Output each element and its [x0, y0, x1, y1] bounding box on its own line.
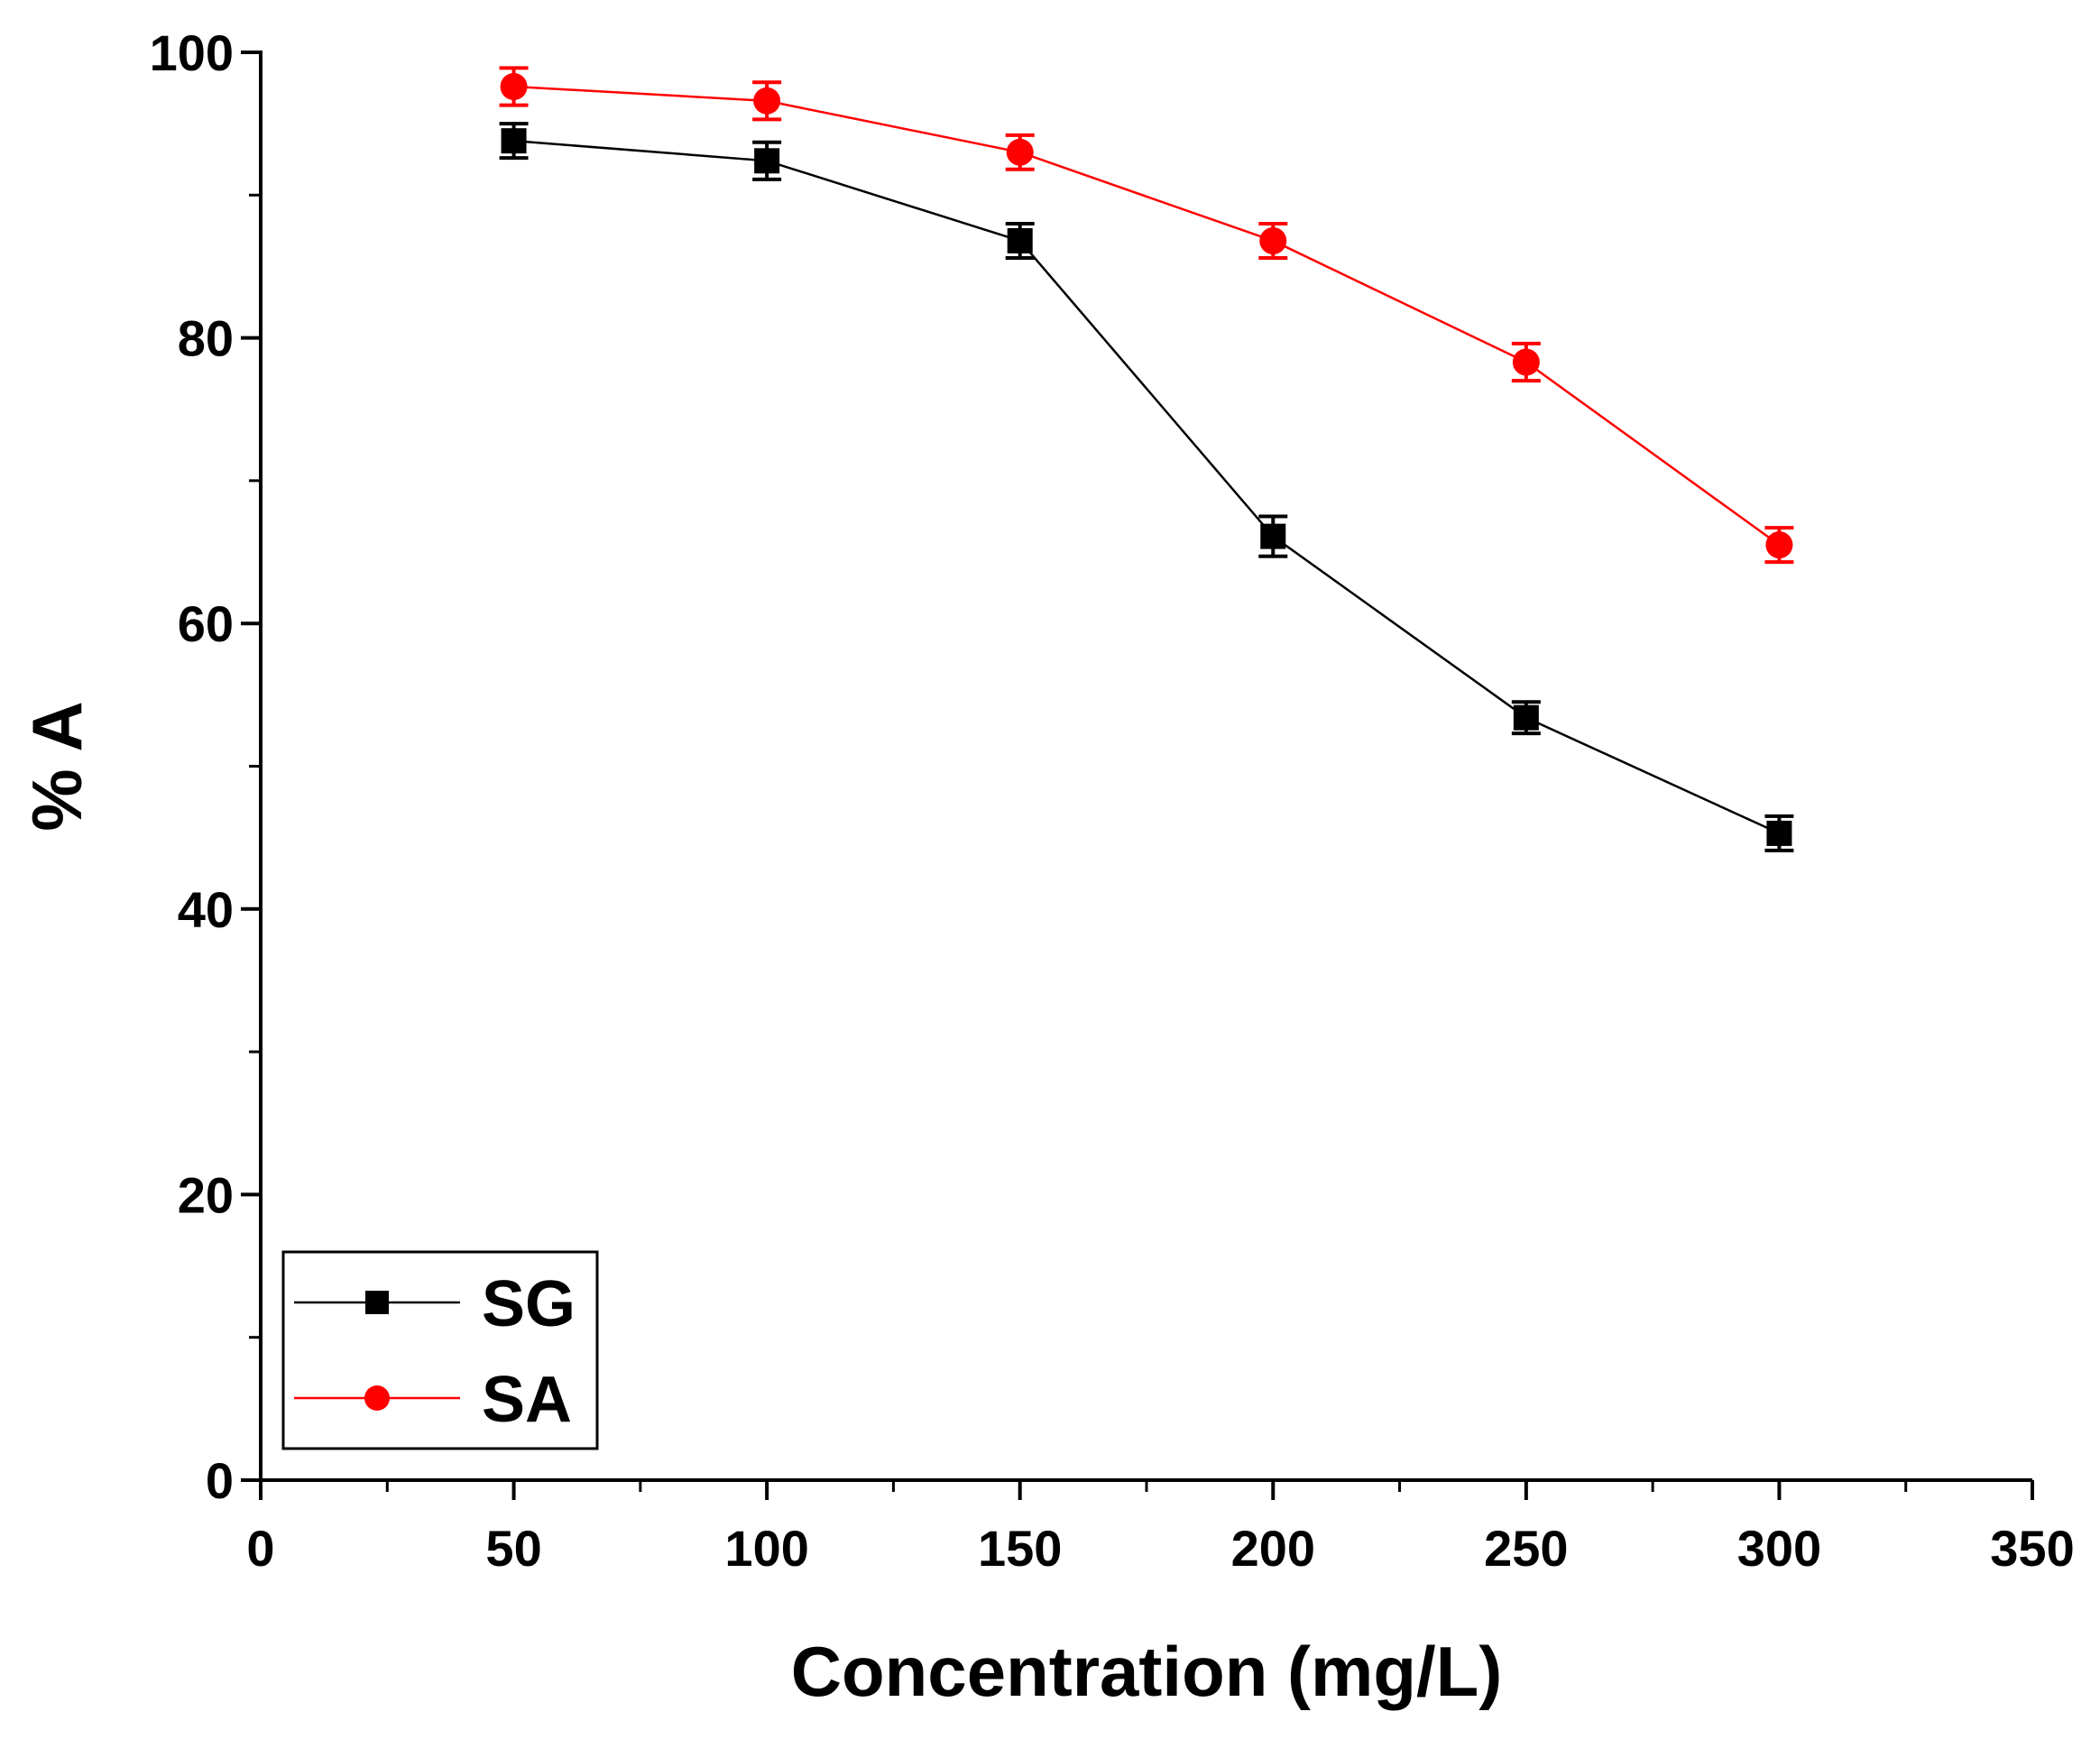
data-point: [1512, 348, 1540, 376]
data-point: [1006, 138, 1034, 166]
y-tick-label: 20: [178, 1166, 234, 1223]
series-SA: [499, 66, 1794, 565]
data-point: [1260, 523, 1286, 549]
data-point: [501, 128, 527, 154]
series-line: [513, 139, 1780, 835]
x-tick-label: 0: [246, 1520, 274, 1577]
data-point: [1765, 531, 1793, 559]
x-axis-title: Concentration (mg/L): [791, 1632, 1503, 1711]
y-tick-label: 40: [178, 881, 234, 938]
legend-marker: [365, 1291, 389, 1314]
legend: SG SA: [281, 1250, 599, 1450]
series-line: [513, 85, 1781, 547]
y-tick-label: 80: [178, 310, 234, 367]
axes: 0 50 100 150 200 250 300 350 0 20 40 60 80 100: [150, 24, 2075, 1577]
data-point: [753, 87, 781, 115]
x-tick-label: 200: [1231, 1520, 1315, 1577]
x-tick-label: 100: [724, 1520, 808, 1577]
x-tick-label: 350: [1990, 1520, 2074, 1577]
y-tick-label: 100: [150, 24, 234, 81]
legend-item: SA: [294, 1364, 572, 1436]
series-layer: [499, 66, 1794, 852]
series-SG: [499, 122, 1794, 852]
data-point: [1007, 227, 1033, 253]
y-tick-label: 60: [178, 595, 234, 652]
legend-marker: [364, 1385, 390, 1411]
y-axis-title: % A: [17, 701, 97, 831]
legend-label: SA: [482, 1364, 572, 1436]
x-tick-label: 250: [1484, 1520, 1568, 1577]
data-point: [1513, 704, 1539, 731]
data-point: [1259, 226, 1287, 254]
x-tick-label: 50: [485, 1520, 541, 1577]
legend-item: SG: [294, 1268, 576, 1340]
data-point: [1766, 820, 1792, 846]
x-tick-label: 150: [978, 1520, 1062, 1577]
legend-label: SG: [482, 1268, 576, 1340]
y-tick-label: 0: [206, 1452, 234, 1509]
data-point: [754, 148, 780, 174]
data-point: [500, 72, 528, 100]
x-tick-label: 300: [1737, 1520, 1821, 1577]
legend-box: [281, 1250, 599, 1450]
